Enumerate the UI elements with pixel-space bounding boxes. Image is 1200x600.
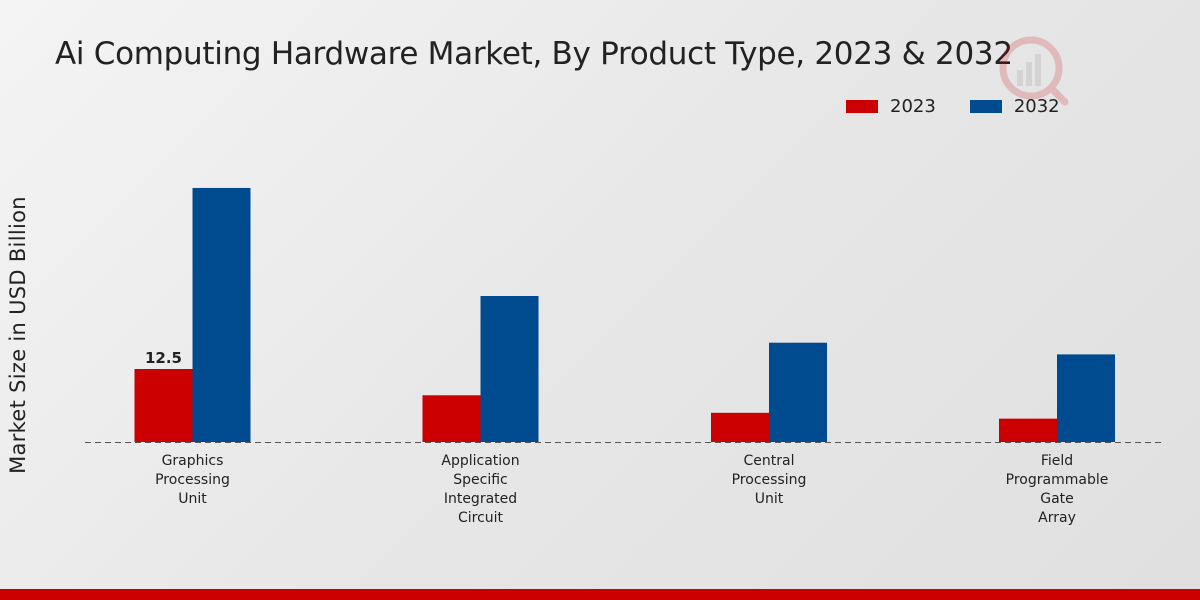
legend-swatch-2023 xyxy=(846,100,878,113)
legend-label-2023: 2023 xyxy=(890,96,936,117)
chart-legend: 2023 2032 xyxy=(846,96,1094,117)
bar-2023-2 xyxy=(711,412,769,442)
data-label-2023-0: 12.5 xyxy=(145,349,182,367)
footer-bar xyxy=(0,589,1200,600)
bar-2032-2 xyxy=(769,342,827,442)
x-tick-label-1: Application Specific Integrated Circuit xyxy=(441,453,519,526)
legend-item-2032: 2032 xyxy=(969,96,1060,117)
legend-item-2023: 2023 xyxy=(846,96,936,117)
bar-2023-0 xyxy=(134,369,193,442)
x-tick-label-2: Central Processing Unit xyxy=(732,453,807,507)
legend-label-2032: 2032 xyxy=(1013,96,1060,117)
chart-title: Ai Computing Hardware Market, By Product… xyxy=(55,36,1013,72)
legend-swatch-2032 xyxy=(969,100,1002,113)
bar-2032-3 xyxy=(1057,354,1115,442)
x-tick-label-0: Graphics Processing Unit xyxy=(155,453,230,507)
bar-2032-0 xyxy=(192,187,251,442)
bar-2032-1 xyxy=(480,296,539,442)
bar-2023-1 xyxy=(422,395,481,442)
chart-logo-icon xyxy=(999,36,1069,106)
bar-2023-3 xyxy=(999,418,1057,442)
x-tick-label-3: Field Programmable Gate Array xyxy=(1006,453,1109,526)
